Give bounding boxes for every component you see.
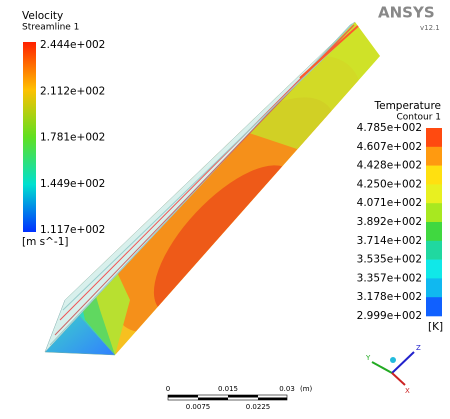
legend-label: 4.785e+002 (357, 122, 422, 134)
legend-label: 4.250e+002 (357, 178, 422, 190)
legend-label: 1.117e+002 (40, 224, 105, 236)
scale-label: 0.015 (218, 385, 238, 393)
legend-label: 4.071e+002 (357, 197, 422, 209)
axis-triad: Y Z X (365, 344, 421, 395)
scale-label: 0.0225 (246, 403, 271, 411)
scale-label: 0.0075 (186, 403, 211, 411)
color-band (426, 278, 442, 298)
legend-label: 4.607e+002 (357, 141, 422, 153)
logo-name: ANSYS (378, 4, 435, 22)
color-band (426, 203, 442, 223)
scale-label: (m) (300, 385, 313, 393)
color-band (426, 128, 442, 148)
legend-subtitle: Streamline 1 (22, 23, 79, 33)
logo: ANSYS v12.1 (378, 4, 440, 33)
scale-label: 0 (166, 385, 170, 393)
axis-label: Z (416, 344, 421, 352)
prism (44, 21, 380, 356)
legend-label: 2.112e+002 (40, 85, 105, 97)
scale-bar: 0 0.015 0.03 (m) 0.0075 0.0225 (166, 385, 313, 411)
legend-label: 3.892e+002 (357, 216, 422, 228)
legend-label: 3.357e+002 (357, 272, 422, 284)
legend-subtitle: Contour 1 (396, 113, 441, 123)
color-band (426, 146, 442, 166)
legend-label: 2.444e+002 (40, 39, 105, 51)
legend-label: 3.714e+002 (357, 235, 422, 247)
legend-unit: [K] (428, 321, 443, 333)
legend-label: 3.178e+002 (357, 291, 422, 303)
scale-label: 0.03 (279, 385, 295, 393)
legend-title: Velocity (22, 10, 63, 22)
color-band (426, 297, 442, 317)
legend-label: 1.449e+002 (40, 178, 105, 190)
color-band (426, 259, 442, 279)
streamlines (49, 23, 359, 346)
color-band (426, 165, 442, 185)
velocity-legend: Velocity Streamline 1 2.444e+002 2.112e+0… (22, 10, 105, 248)
color-band (426, 222, 442, 242)
legend-label: 4.428e+002 (357, 160, 422, 172)
legend-unit: [m s^-1] (22, 236, 69, 248)
legend-title: Temperature (373, 100, 441, 112)
temperature-legend: Temperature Contour 1 4.785e+002 4.607e+0… (357, 100, 443, 333)
legend-label: 3.535e+002 (357, 254, 422, 266)
logo-version: v12.1 (420, 24, 440, 32)
legend-label: 2.999e+002 (357, 310, 422, 322)
color-bar (23, 42, 36, 232)
color-band (426, 184, 442, 204)
axis-label: X (405, 387, 410, 395)
legend-label: 1.781e+002 (40, 132, 105, 144)
axis-label: Y (365, 354, 371, 362)
color-band (426, 240, 442, 260)
